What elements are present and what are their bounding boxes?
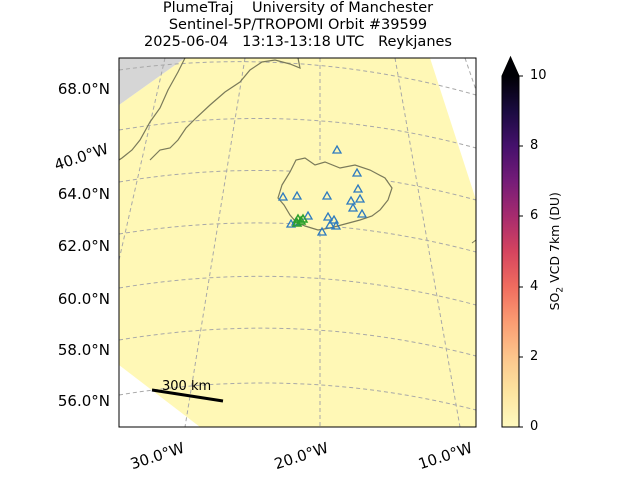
lat-label-58: 58.0°N (57, 341, 110, 359)
colorbar (501, 55, 523, 428)
title-line-1: PlumeTraj University of Manchester (162, 0, 434, 16)
graticule (119, 58, 476, 427)
volcano-markers (277, 144, 368, 236)
colorbar-tick-6: 6 (530, 208, 539, 223)
volcano-marker (345, 195, 357, 205)
volcano-marker (277, 191, 289, 201)
volcano-marker (291, 190, 303, 200)
colorbar-tick-8: 8 (530, 138, 539, 153)
so2-data-field (119, 58, 476, 427)
volcano-marker (356, 208, 368, 218)
volcano-marker (354, 193, 366, 203)
colorbar-gradient (502, 76, 519, 427)
volcano-marker (302, 210, 314, 220)
colorbar-label-suffix: VCD 7km (DU) (546, 192, 562, 287)
volcano-marker (328, 214, 340, 224)
volcano-marker (322, 211, 334, 221)
volcano-marker (316, 226, 328, 236)
colorbar-tick-4: 4 (530, 279, 539, 294)
active-volcano-markers (291, 213, 309, 227)
volcano-marker (324, 219, 336, 229)
volcano-marker (347, 202, 359, 212)
map-frame (118, 57, 477, 428)
lat-label-62: 62.0°N (57, 237, 110, 255)
lat-label-60: 60.0°N (57, 290, 110, 308)
coastline-greenland (119, 58, 301, 161)
volcano-marker (351, 167, 363, 177)
colorbar-tick-2: 2 (530, 349, 539, 364)
scale-bar (151, 388, 224, 403)
title-line-3: 2025-06-04 13:13-13:18 UTC Reykjanes (144, 34, 452, 50)
title-line-2: Sentinel-5P/TROPOMI Orbit #39599 (168, 17, 428, 33)
lat-label-68: 68.0°N (57, 80, 110, 98)
colorbar-tick-10: 10 (530, 68, 547, 83)
map-area: 300 km (119, 58, 476, 427)
lat-label-64: 64.0°N (57, 185, 110, 203)
colorbar-tick-0: 0 (530, 419, 539, 434)
volcano-marker (331, 144, 343, 154)
colorbar-extend-arrow (502, 57, 519, 76)
coastline-faroe (471, 239, 476, 244)
scale-bar-label: 300 km (162, 379, 211, 394)
colorbar-label-subscript: 2 (555, 286, 566, 293)
volcano-marker (352, 183, 364, 193)
colorbar-label: SO2 VCD 7km (DU) (547, 151, 566, 351)
colorbar-outline (501, 55, 520, 428)
volcano-marker (330, 220, 342, 230)
volcano-marker (321, 190, 333, 200)
no-data-region (119, 58, 185, 105)
lat-label-56: 56.0°N (57, 392, 110, 410)
colorbar-label-prefix: SO (546, 292, 562, 311)
active-volcano-marker (297, 213, 309, 223)
